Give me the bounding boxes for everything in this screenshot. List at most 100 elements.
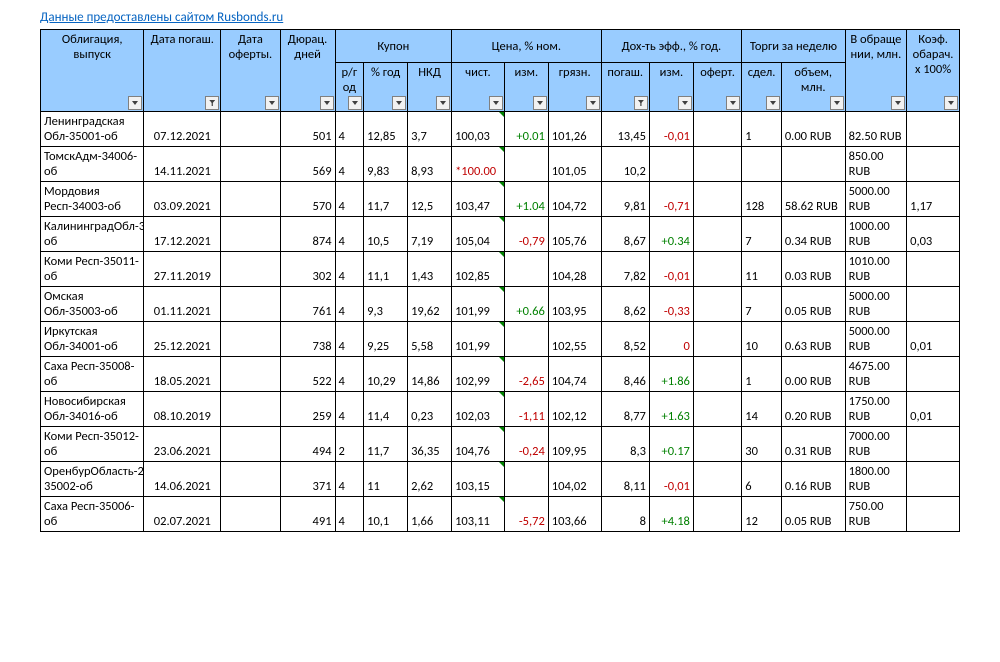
table-row: Коми Респ-35012-об23.06.2021494211,736,3… <box>41 427 960 462</box>
cell: 11 <box>364 462 408 497</box>
cell: 850.00 RUB <box>845 147 907 182</box>
cell <box>907 462 960 497</box>
col-offer-label: Дата оферты. <box>229 32 273 62</box>
cell <box>221 392 280 427</box>
cell: 8 <box>601 497 649 532</box>
filter-circ[interactable] <box>891 96 905 110</box>
cell: 101,05 <box>548 147 601 182</box>
col-sdel-label: сдел. <box>748 65 776 80</box>
cell: -5,72 <box>504 497 548 532</box>
filter-ychg[interactable] <box>678 96 692 110</box>
col-pchg-label: изм. <box>514 65 538 80</box>
cell: 105,04 <box>452 217 505 252</box>
cell <box>221 497 280 532</box>
cell: 8,46 <box>601 357 649 392</box>
cell <box>504 462 548 497</box>
filter-nkd[interactable] <box>436 96 450 110</box>
col-circ-label: В обраще нии, млн. <box>850 32 901 62</box>
table-row: ТомскАдм-34006-об14.11.202156949,838,93*… <box>41 147 960 182</box>
filter-mat[interactable] <box>205 96 219 110</box>
cell: 494 <box>280 427 335 462</box>
cell <box>781 147 845 182</box>
cell: 4 <box>335 147 364 182</box>
col-vol-label: объем, млн. <box>794 65 832 95</box>
cell: Ленинградская Обл-35001-об <box>41 112 144 147</box>
filter-pchg[interactable] <box>533 96 547 110</box>
table-row: Мордовия Респ-34003-об03.09.2021570411,7… <box>41 182 960 217</box>
cell <box>693 287 741 322</box>
cell: 491 <box>280 497 335 532</box>
cell <box>907 112 960 147</box>
col-duration: Дюрац. дней <box>280 30 335 112</box>
col-nkd: НКД <box>408 63 452 112</box>
cell: 19,62 <box>408 287 452 322</box>
filter-clean[interactable] <box>489 96 503 110</box>
filter-vol[interactable] <box>830 96 844 110</box>
table-row: Саха Респ-35006-об02.07.2021491410,11,66… <box>41 497 960 532</box>
filter-bond[interactable] <box>128 96 142 110</box>
cell: 0.05 RUB <box>781 497 845 532</box>
col-rg: р/г од <box>335 63 364 112</box>
cell: 30 <box>742 427 782 462</box>
cell: 5000.00 RUB <box>845 322 907 357</box>
cell: 1,66 <box>408 497 452 532</box>
cell: -0,33 <box>649 287 693 322</box>
cell: +0.66 <box>504 287 548 322</box>
cell: 104,72 <box>548 182 601 217</box>
cell: 10,5 <box>364 217 408 252</box>
col-yield-group: Дох-ть эфф., % год. <box>601 30 742 63</box>
cell: 17.12.2021 <box>144 217 221 252</box>
col-yoff-label: оферт. <box>700 65 735 80</box>
filter-yoff[interactable] <box>726 96 740 110</box>
col-rg-label: р/г од <box>341 65 357 95</box>
cell: 0.16 RUB <box>781 462 845 497</box>
source-link[interactable]: Данные предоставлены сайтом Rusbonds.ru <box>40 10 283 25</box>
cell: -0,24 <box>504 427 548 462</box>
cell: 0,01 <box>907 322 960 357</box>
cell: 128 <box>742 182 782 217</box>
col-bond: Облигация, выпуск <box>41 30 144 112</box>
cell: 105,76 <box>548 217 601 252</box>
cell: 0,23 <box>408 392 452 427</box>
cell: ОренбурОбласть-2-35002-об <box>41 462 144 497</box>
cell: 101,99 <box>452 287 505 322</box>
cell <box>221 357 280 392</box>
cell: 11,7 <box>364 182 408 217</box>
cell: 1800.00 RUB <box>845 462 907 497</box>
cell: КалининградОбл-34001-об <box>41 217 144 252</box>
filter-coef[interactable] <box>944 96 958 110</box>
cell: 07.12.2021 <box>144 112 221 147</box>
cell: 102,12 <box>548 392 601 427</box>
filter-dirty[interactable] <box>586 96 600 110</box>
cell: 0.05 RUB <box>781 287 845 322</box>
cell: 02.07.2021 <box>144 497 221 532</box>
cell: 36,35 <box>408 427 452 462</box>
col-mat-date: Дата погаш. <box>144 30 221 112</box>
col-dirty: грязн. <box>548 63 601 112</box>
filter-rg[interactable] <box>348 96 362 110</box>
filter-ymat[interactable] <box>634 96 648 110</box>
filter-sdel[interactable] <box>766 96 780 110</box>
filter-yr[interactable] <box>392 96 406 110</box>
cell: 1 <box>742 357 782 392</box>
cell: 14.11.2021 <box>144 147 221 182</box>
cell: 5000.00 RUB <box>845 182 907 217</box>
cell: 750.00 RUB <box>845 497 907 532</box>
cell: 7 <box>742 287 782 322</box>
col-yr-label: % год <box>371 65 400 80</box>
cell <box>649 147 693 182</box>
cell <box>693 322 741 357</box>
cell: 104,74 <box>548 357 601 392</box>
cell: +1.86 <box>649 357 693 392</box>
cell: 570 <box>280 182 335 217</box>
cell: 12,5 <box>408 182 452 217</box>
cell: 8,62 <box>601 287 649 322</box>
cell: 1010.00 RUB <box>845 252 907 287</box>
cell: 103,15 <box>452 462 505 497</box>
cell: 371 <box>280 462 335 497</box>
filter-offer[interactable] <box>265 96 279 110</box>
cell <box>907 357 960 392</box>
filter-dur[interactable] <box>320 96 334 110</box>
cell: Омская Обл-35003-об <box>41 287 144 322</box>
col-yoff: оферт. <box>693 63 741 112</box>
